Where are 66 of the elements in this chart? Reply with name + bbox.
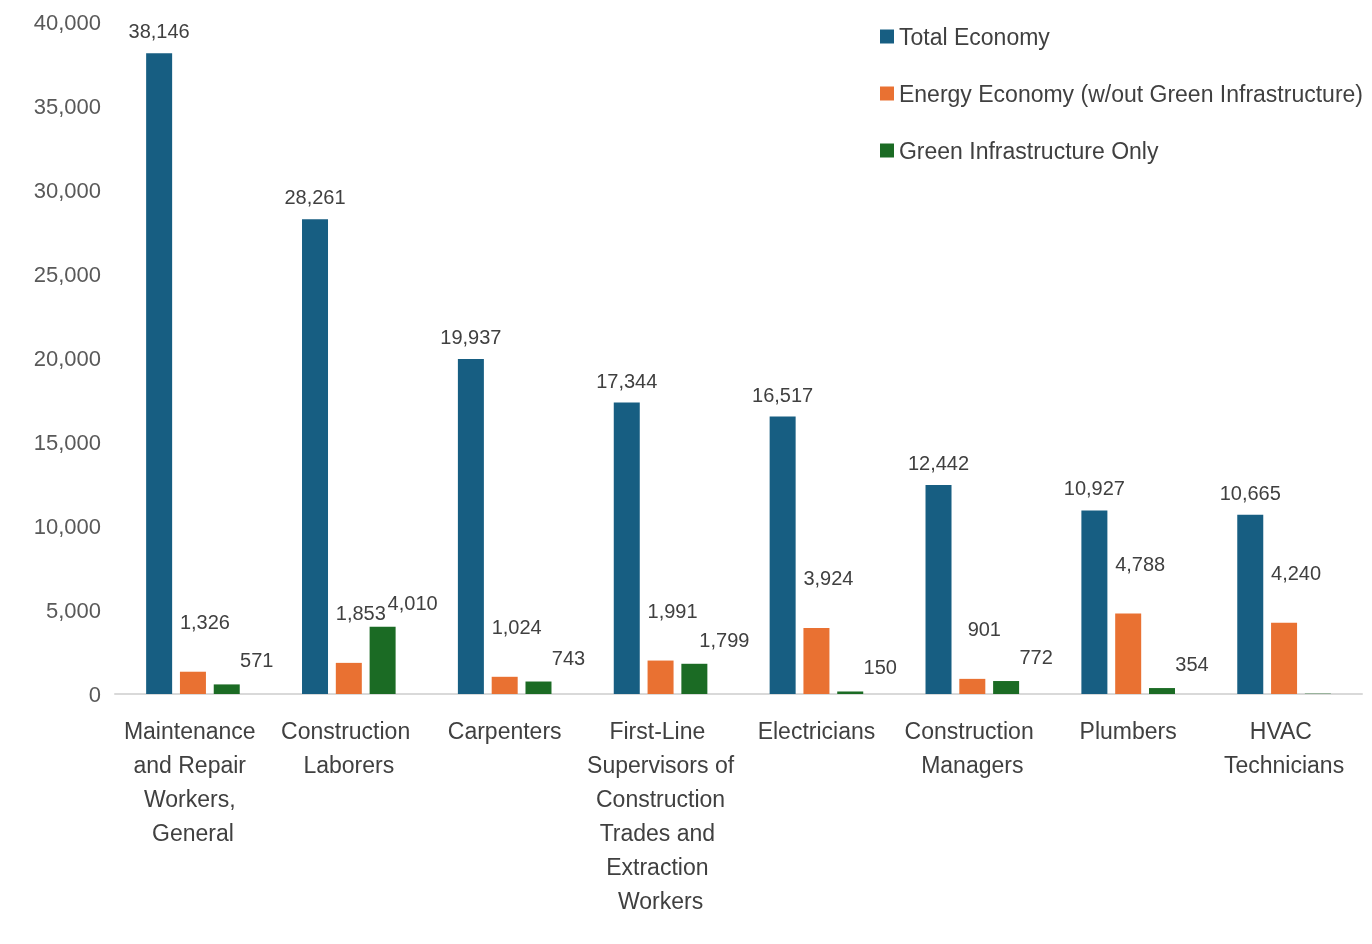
y-tick-label: 0 — [88, 681, 101, 707]
bar — [803, 628, 830, 694]
bar — [993, 681, 1020, 694]
data-label: 4,788 — [1115, 552, 1166, 575]
data-label: 3,924 — [803, 567, 854, 590]
data-label: 1,326 — [179, 610, 230, 633]
legend-label: Green Infrastructure Only — [898, 137, 1159, 164]
bar — [769, 416, 796, 694]
data-label: 1,853 — [335, 601, 386, 624]
data-label: 12,442 — [907, 451, 970, 474]
x-tick-label: Construction Managers — [904, 718, 1041, 778]
bar — [1148, 688, 1175, 694]
bar — [1237, 514, 1264, 694]
data-label: 28,261 — [284, 186, 346, 209]
x-tick-label: Construction Laborers — [281, 718, 417, 778]
data-label: 743 — [551, 646, 586, 669]
data-label: 354 — [1175, 653, 1209, 676]
data-label: 19,937 — [440, 326, 502, 349]
bar — [1081, 510, 1108, 694]
legend-label: Total Economy — [898, 23, 1051, 50]
data-label: 150 — [863, 656, 897, 679]
y-tick-label: 35,000 — [33, 93, 101, 119]
bar — [959, 678, 986, 694]
y-tick-label: 25,000 — [33, 261, 101, 287]
data-label: 571 — [240, 649, 274, 672]
data-label: 38,146 — [128, 20, 190, 43]
bar — [179, 671, 206, 694]
y-tick-label: 10,000 — [33, 513, 101, 539]
bar — [1271, 622, 1298, 694]
bar — [491, 676, 518, 694]
data-label: 4,240 — [1271, 561, 1322, 584]
data-label: 16,517 — [752, 383, 814, 406]
y-tick-label: 20,000 — [33, 345, 101, 371]
bar — [335, 662, 362, 694]
bar — [837, 691, 864, 694]
data-label: 901 — [967, 617, 1001, 640]
data-label: 1,024 — [491, 615, 542, 638]
data-label: 4,010 — [387, 591, 438, 614]
bar — [302, 219, 329, 694]
y-tick-label: 15,000 — [33, 429, 101, 455]
bar — [647, 660, 674, 694]
bar — [613, 402, 640, 694]
data-label: 17,344 — [596, 369, 658, 392]
data-label: 1,799 — [699, 628, 750, 651]
data-label: 772 — [1019, 646, 1053, 669]
bar — [525, 681, 552, 694]
x-tick-label: HVAC Technicians — [1223, 718, 1345, 778]
y-tick-label: 5,000 — [45, 597, 101, 623]
bar — [146, 53, 173, 694]
x-tick-label: Plumbers — [1079, 718, 1177, 744]
bar — [681, 663, 708, 694]
legend-label: Energy Economy (w/out Green Infrastructure) — [898, 80, 1364, 107]
bar — [925, 484, 952, 694]
y-tick-label: 40,000 — [33, 9, 101, 35]
bar — [369, 626, 396, 694]
data-label: 10,665 — [1219, 481, 1281, 504]
x-tick-label: Carpenters — [447, 718, 562, 744]
y-tick-label: 30,000 — [33, 177, 101, 203]
data-label: 10,927 — [1063, 477, 1125, 500]
data-label: 1,991 — [647, 599, 698, 622]
bar — [457, 359, 484, 694]
bar — [213, 684, 240, 694]
x-tick-label: First-Line Supervisors of Construction Trades and Extraction Workers — [587, 718, 735, 914]
x-tick-label: Maintenance and Repair Workers, General — [123, 718, 262, 846]
bar — [1115, 613, 1142, 694]
x-tick-label: Electricians — [757, 718, 876, 744]
